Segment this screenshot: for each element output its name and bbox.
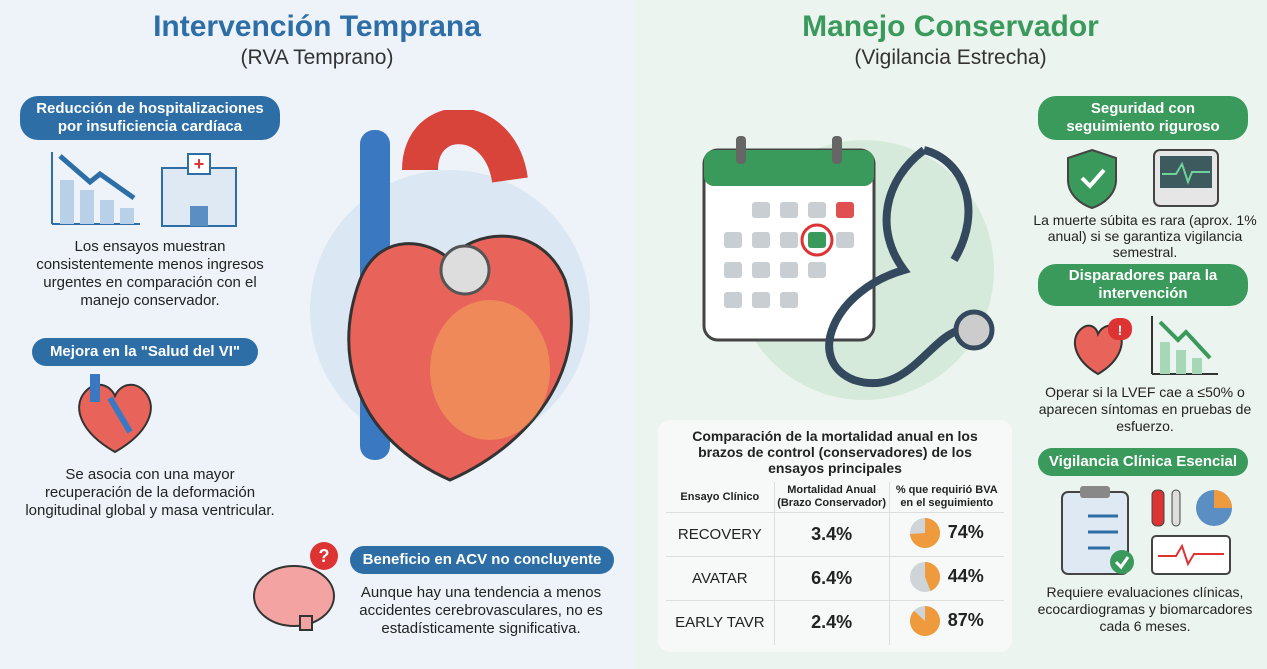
heart-anatomy-icon (78, 374, 152, 454)
section-label-hospitalizations: Reducción de hospitalizaciones por insuf… (20, 96, 280, 140)
heart-alarm-declining-chart-icon: ! (1073, 316, 1218, 376)
hospitalizations-text: Los ensayos muestran consistentemente me… (36, 238, 264, 309)
svg-text:!: ! (1118, 322, 1123, 338)
brain-question-icon: ? (253, 542, 338, 631)
bva-pie-icon (909, 561, 940, 592)
section-label-lv-health: Mejora en la "Salud del VI" (32, 338, 258, 366)
header-bva: % que requirió BVA en el seguimiento (888, 482, 1004, 513)
table-title: Comparación de la mortalidad anual en lo… (692, 428, 978, 476)
bva-cell: 87% (888, 600, 1004, 645)
bva-cell: 44% (888, 556, 1004, 601)
section-label-triggers: Disparadores para la intervención (1038, 264, 1248, 306)
bva-pie-slice (909, 517, 940, 548)
calendar-stethoscope-illustration (702, 136, 995, 400)
table-row: EARLY TAVR 2.4% 87% (666, 600, 1004, 645)
bva-pie-slice (924, 561, 940, 591)
declining-chart-hospital-icon: + (51, 152, 237, 227)
svg-text:+: + (194, 154, 205, 174)
trial-name: EARLY TAVR (666, 600, 775, 645)
section-label-stroke: Beneficio en ACV no concluyente (350, 546, 614, 574)
bva-pie-icon (909, 605, 940, 636)
left-title: Intervención Temprana (153, 10, 481, 43)
surveillance-text: Requiere evaluaciones clínicas, ecocardi… (1037, 584, 1253, 634)
section-label-surveillance: Vigilancia Clínica Esencial (1038, 448, 1248, 476)
bva-value: 74% (947, 522, 984, 542)
header-trial: Ensayo Clínico (680, 490, 760, 503)
conservative-management-panel: Manejo Conservador (Vigilancia Estrecha)… (634, 0, 1267, 669)
svg-text:?: ? (319, 546, 330, 566)
bva-value: 87% (947, 610, 984, 631)
mortality-table-card: Comparación de la mortalidad anual en lo… (658, 420, 1012, 652)
bva-pie-icon (909, 517, 940, 548)
stroke-text: Aunque hay una tendencia a menos acciden… (359, 584, 603, 637)
table-row: RECOVERY 3.4% 74% (666, 512, 1004, 557)
table-row: AVATAR 6.4% 44% (666, 556, 1004, 601)
heart-illustration (310, 110, 590, 482)
left-subtitle: (RVA Temprano) (240, 46, 394, 69)
mortality-value: 2.4% (773, 600, 890, 645)
section-label-safety: Seguridad con seguimiento riguroso (1038, 96, 1248, 140)
mortality-value: 6.4% (773, 556, 890, 601)
clipboard-labs-icon (1061, 486, 1232, 575)
shield-monitor-icon (1067, 148, 1219, 210)
table-header-row: Ensayo Clínico Mortalidad Anual (Brazo C… (666, 482, 1004, 513)
bva-value: 44% (947, 566, 984, 586)
right-subtitle: (Vigilancia Estrecha) (854, 46, 1047, 69)
lv-health-text: Se asocia con una mayor recuperación de … (25, 466, 275, 519)
bva-pie-slice (909, 605, 940, 636)
trial-name: AVATAR (666, 556, 775, 601)
mortality-table: Ensayo Clínico Mortalidad Anual (Brazo C… (666, 482, 1004, 645)
safety-text: La muerte súbita es rara (aprox. 1% anua… (1033, 212, 1257, 260)
trial-name: RECOVERY (666, 512, 775, 557)
early-intervention-panel: Intervención Temprana (RVA Temprano) Red… (0, 0, 634, 669)
bva-cell: 74% (888, 512, 1004, 557)
triggers-text: Operar si la LVEF cae a ≤50% o aparecen … (1038, 384, 1252, 434)
header-mortality: Mortalidad Anual (Brazo Conservador) (773, 482, 890, 513)
right-title: Manejo Conservador (802, 10, 1099, 43)
mortality-value: 3.4% (773, 512, 890, 557)
